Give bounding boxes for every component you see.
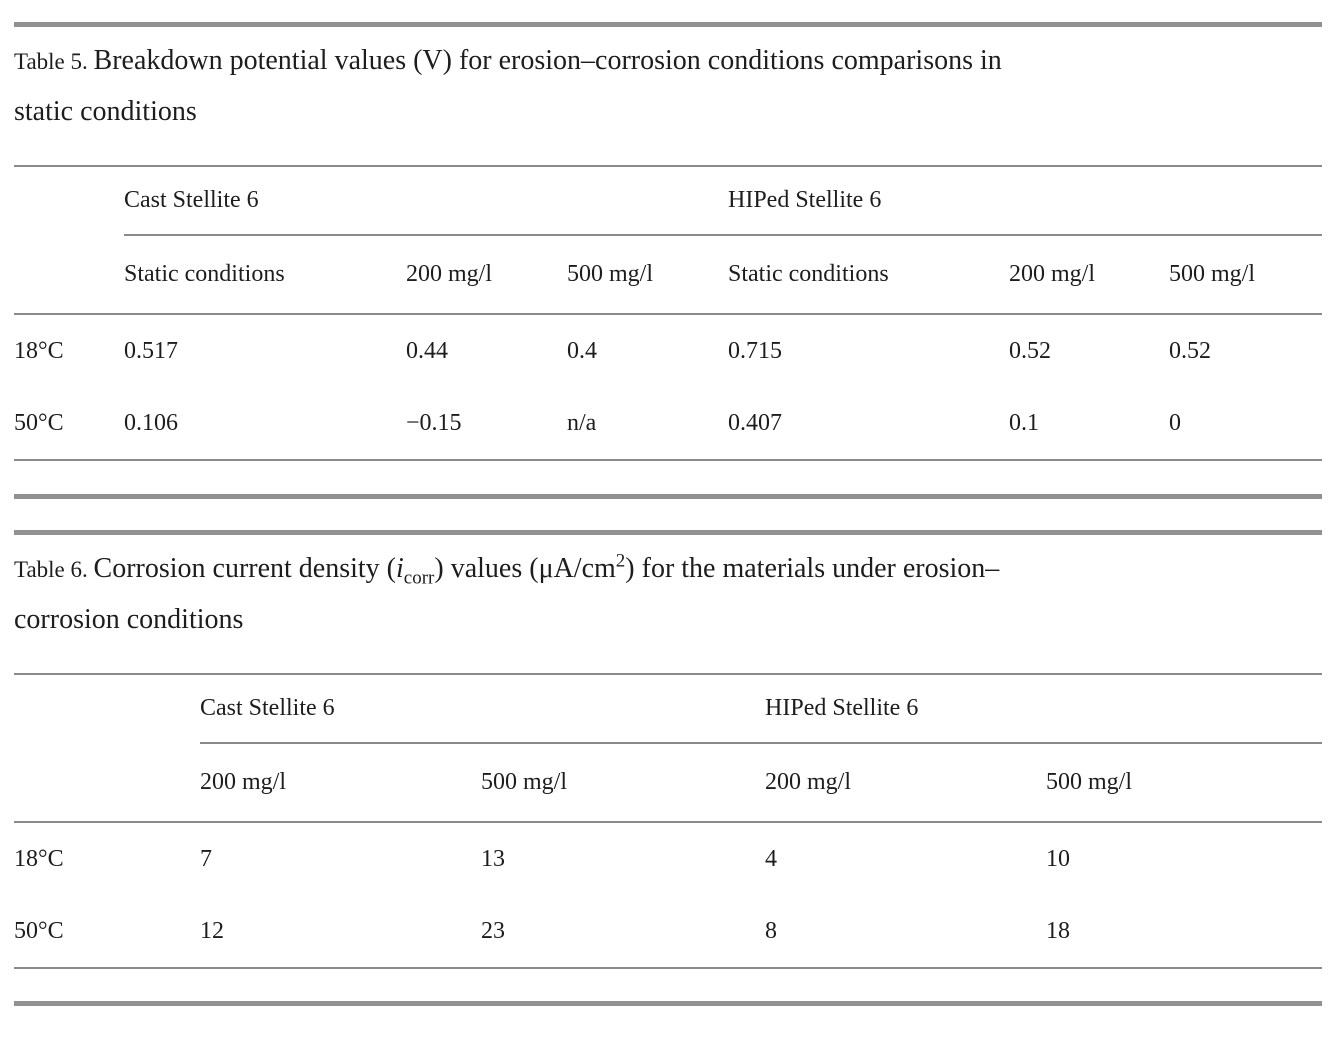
table6-col-cast-500: 500 mg/l [481,743,766,823]
value-cell: 8 [765,895,1047,969]
temp-row-label: 18°C [14,337,64,364]
value-cell: 0.52 [1009,337,1051,364]
table5-col-cast-200: 200 mg/l [406,235,567,315]
value-cell: 0.4 [567,337,597,364]
value-cell: 0.1 [1009,387,1169,461]
table5-caption-text: Breakdown potential values (V) for erosi… [93,45,1002,76]
table6-caption: Table 6. Corrosion current density (icor… [14,544,1322,645]
table6-col-hiped-200: 200 mg/l [765,743,1047,823]
table6-col-cast-200: 200 mg/l [200,743,481,823]
value-cell: 4 [765,845,778,872]
table5-col-cast-500: 500 mg/l [567,235,728,315]
value-cell: 13 [481,845,505,872]
empty-cell [14,743,200,823]
table5-caption-line1: Table 5. Breakdown potential values (V) … [14,36,1322,87]
temp-row-label: 18°C [14,845,64,872]
table6-column-header-row: 200 mg/l 500 mg/l 200 mg/l 500 mg/l [14,743,1323,823]
table5-col-hiped-static: Static conditions [728,235,1009,315]
top-rule [14,22,1322,27]
table6-top-rule [14,530,1322,535]
table5-caption-line2: static conditions [14,96,197,127]
table6-group-cast: Cast Stellite 6 [200,674,766,744]
value-cell: 7 [200,845,212,872]
table6-caption-label: Table 6. [14,557,94,582]
temp-row-label: 50°C [14,387,124,461]
table6-row-18c: 18°C 7 13 4 10 [14,822,1322,895]
table5: Cast Stellite 6 HIPed Stellite 6 Static … [14,165,1322,461]
table5-col-hiped-500: 500 mg/l [1169,235,1322,315]
table6-group-hiped: HIPed Stellite 6 [765,674,1323,744]
table6-col-hiped-500: 500 mg/l [1046,743,1323,823]
table5-group-cast: Cast Stellite 6 [124,166,728,236]
value-cell: 18 [1046,895,1323,969]
table5-caption: Table 5. Breakdown potential values (V) … [14,36,1322,137]
value-cell: 0.715 [728,337,782,364]
table6-caption-post: ) for the materials under erosion– [625,553,1000,584]
table6-caption-superscript: 2 [615,550,626,572]
table6-caption-mid: ) values (μA/cm [434,553,616,584]
table6-caption-pre: Corrosion current density ( [93,553,397,584]
value-cell: 23 [481,895,766,969]
table5-bottom-rule [14,494,1322,499]
value-cell: n/a [567,387,728,461]
value-cell: 0.106 [124,387,406,461]
value-cell: 0.517 [124,337,178,364]
temp-row-label: 50°C [14,895,200,969]
table6-caption-line2: corrosion conditions [14,604,244,635]
empty-cell [14,235,124,315]
table5-col-cast-static: Static conditions [124,235,406,315]
table5-row-50c: 50°C 0.106 −0.15 n/a 0.407 0.1 0 [14,387,1322,461]
table6-caption-variable: i [396,553,404,584]
table6-caption-line1: Table 6. Corrosion current density (icor… [14,544,1322,595]
table6: Cast Stellite 6 HIPed Stellite 6 200 mg/… [14,673,1323,969]
value-cell: −0.15 [406,387,567,461]
table6-caption-subscript: corr [403,567,435,589]
page-body: Table 5. Breakdown potential values (V) … [14,22,1323,1006]
empty-cell [14,166,124,235]
table6-group-header-row: Cast Stellite 6 HIPed Stellite 6 [14,674,1323,744]
value-cell: 0.44 [406,337,448,364]
table5-row-18c: 18°C 0.517 0.44 0.4 0.715 0.52 0.52 [14,314,1322,387]
table6-row-50c: 50°C 12 23 8 18 [14,895,1323,969]
empty-cell [14,674,200,743]
table6-bottom-rule [14,1001,1322,1006]
table5-group-hiped: HIPed Stellite 6 [728,166,1322,236]
value-cell: 10 [1046,845,1071,872]
value-cell: 0.407 [728,387,1009,461]
value-cell: 0 [1169,387,1322,461]
table5-col-hiped-200: 200 mg/l [1009,235,1169,315]
value-cell: 0.52 [1169,337,1211,364]
value-cell: 12 [200,895,481,969]
table5-caption-label: Table 5. [14,49,94,74]
table5-column-header-row: Static conditions 200 mg/l 500 mg/l Stat… [14,235,1322,315]
table5-group-header-row: Cast Stellite 6 HIPed Stellite 6 [14,166,1322,236]
